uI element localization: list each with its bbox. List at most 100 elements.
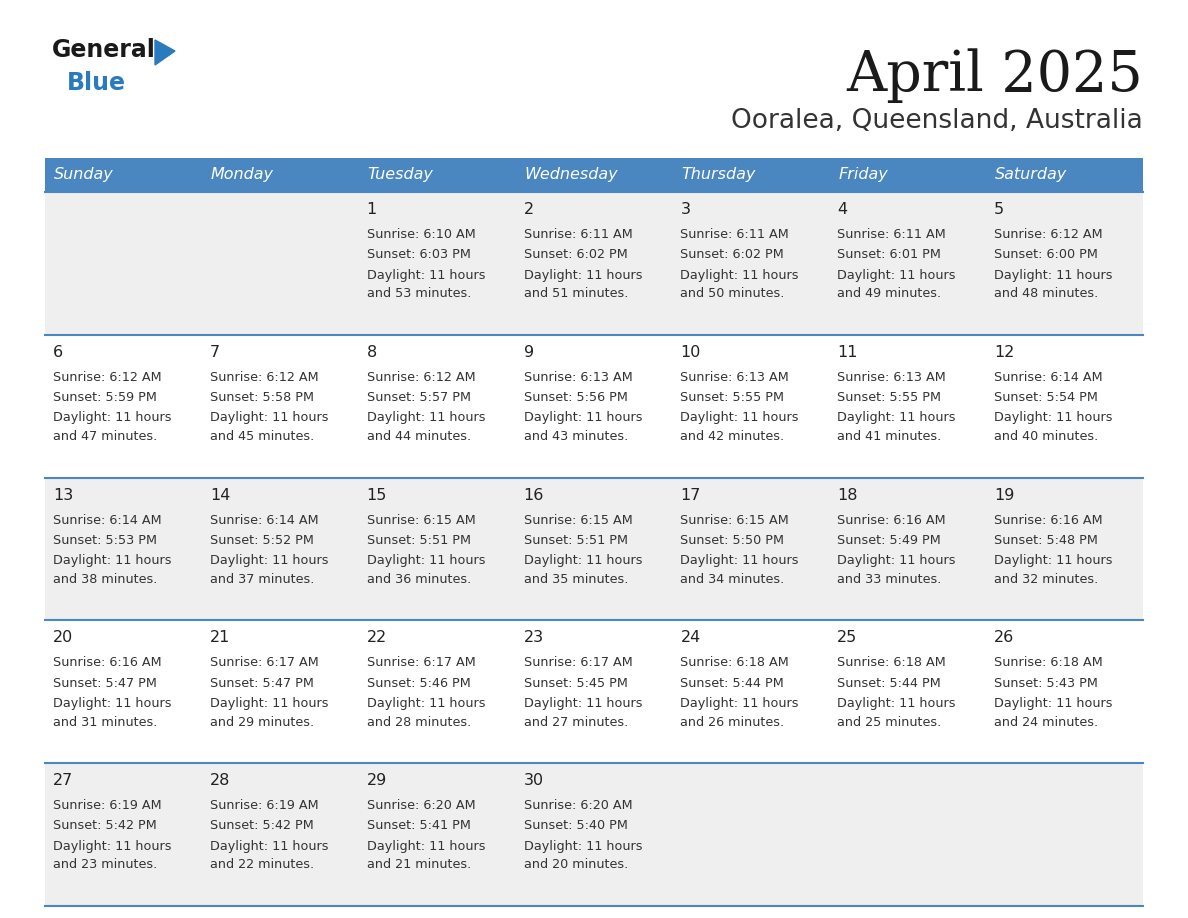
Text: Sunset: 5:55 PM: Sunset: 5:55 PM — [838, 391, 941, 404]
Text: Wednesday: Wednesday — [525, 167, 618, 183]
Text: Sunrise: 6:18 AM: Sunrise: 6:18 AM — [838, 656, 946, 669]
Text: Daylight: 11 hours: Daylight: 11 hours — [524, 840, 642, 853]
Bar — [986, 158, 1143, 192]
Text: Sunset: 5:44 PM: Sunset: 5:44 PM — [838, 677, 941, 689]
Text: 30: 30 — [524, 773, 544, 789]
Text: 15: 15 — [367, 487, 387, 502]
Text: 23: 23 — [524, 631, 544, 645]
Text: 29: 29 — [367, 773, 387, 789]
Text: Daylight: 11 hours: Daylight: 11 hours — [524, 554, 642, 567]
Text: Sunrise: 6:12 AM: Sunrise: 6:12 AM — [210, 371, 318, 384]
Text: Daylight: 11 hours: Daylight: 11 hours — [524, 411, 642, 424]
Text: Sunset: 5:46 PM: Sunset: 5:46 PM — [367, 677, 470, 689]
Text: and 22 minutes.: and 22 minutes. — [210, 858, 314, 871]
Text: Sunset: 5:40 PM: Sunset: 5:40 PM — [524, 820, 627, 833]
Bar — [45, 158, 202, 192]
Text: Sunset: 5:43 PM: Sunset: 5:43 PM — [994, 677, 1098, 689]
Text: 3: 3 — [681, 202, 690, 217]
Text: Daylight: 11 hours: Daylight: 11 hours — [524, 697, 642, 710]
Text: Sunrise: 6:19 AM: Sunrise: 6:19 AM — [53, 799, 162, 812]
Text: Daylight: 11 hours: Daylight: 11 hours — [838, 411, 956, 424]
Text: 26: 26 — [994, 631, 1015, 645]
Text: Sunrise: 6:11 AM: Sunrise: 6:11 AM — [681, 228, 789, 241]
Text: Sunrise: 6:15 AM: Sunrise: 6:15 AM — [681, 513, 789, 527]
Text: Sunset: 5:52 PM: Sunset: 5:52 PM — [210, 534, 314, 547]
Text: Sunrise: 6:14 AM: Sunrise: 6:14 AM — [210, 513, 318, 527]
Text: Daylight: 11 hours: Daylight: 11 hours — [53, 840, 171, 853]
Text: Daylight: 11 hours: Daylight: 11 hours — [681, 697, 798, 710]
Bar — [45, 621, 1143, 763]
Text: and 53 minutes.: and 53 minutes. — [367, 287, 472, 300]
Text: 6: 6 — [53, 345, 63, 360]
Text: Sunrise: 6:12 AM: Sunrise: 6:12 AM — [53, 371, 162, 384]
Text: Sunset: 5:55 PM: Sunset: 5:55 PM — [681, 391, 784, 404]
Text: Sunrise: 6:13 AM: Sunrise: 6:13 AM — [524, 371, 632, 384]
Text: Daylight: 11 hours: Daylight: 11 hours — [838, 269, 956, 282]
Text: Blue: Blue — [67, 71, 126, 95]
Text: Sunset: 5:53 PM: Sunset: 5:53 PM — [53, 534, 157, 547]
Bar — [45, 477, 1143, 621]
Text: and 21 minutes.: and 21 minutes. — [367, 858, 470, 871]
Text: Sunset: 5:48 PM: Sunset: 5:48 PM — [994, 534, 1098, 547]
Text: and 38 minutes.: and 38 minutes. — [53, 573, 157, 586]
Text: Sunset: 6:00 PM: Sunset: 6:00 PM — [994, 248, 1098, 262]
Text: Sunrise: 6:17 AM: Sunrise: 6:17 AM — [524, 656, 632, 669]
Text: Sunset: 6:02 PM: Sunset: 6:02 PM — [681, 248, 784, 262]
Text: Sunset: 5:42 PM: Sunset: 5:42 PM — [53, 820, 157, 833]
Text: Ooralea, Queensland, Australia: Ooralea, Queensland, Australia — [732, 108, 1143, 134]
Text: and 33 minutes.: and 33 minutes. — [838, 573, 942, 586]
Text: and 24 minutes.: and 24 minutes. — [994, 715, 1098, 729]
Text: and 27 minutes.: and 27 minutes. — [524, 715, 627, 729]
Text: 17: 17 — [681, 487, 701, 502]
Text: Daylight: 11 hours: Daylight: 11 hours — [367, 840, 485, 853]
Text: 13: 13 — [53, 487, 74, 502]
Text: Sunset: 5:51 PM: Sunset: 5:51 PM — [524, 534, 627, 547]
Text: 7: 7 — [210, 345, 220, 360]
Text: and 32 minutes.: and 32 minutes. — [994, 573, 1099, 586]
Text: 4: 4 — [838, 202, 847, 217]
Text: and 34 minutes.: and 34 minutes. — [681, 573, 785, 586]
Text: and 29 minutes.: and 29 minutes. — [210, 715, 314, 729]
Text: Daylight: 11 hours: Daylight: 11 hours — [210, 697, 328, 710]
Text: Sunrise: 6:17 AM: Sunrise: 6:17 AM — [210, 656, 318, 669]
Text: 11: 11 — [838, 345, 858, 360]
Text: and 47 minutes.: and 47 minutes. — [53, 430, 157, 442]
Text: 28: 28 — [210, 773, 230, 789]
Text: 1: 1 — [367, 202, 377, 217]
Text: April 2025: April 2025 — [846, 48, 1143, 103]
Text: Sunset: 5:57 PM: Sunset: 5:57 PM — [367, 391, 470, 404]
Text: 18: 18 — [838, 487, 858, 502]
Text: Sunrise: 6:16 AM: Sunrise: 6:16 AM — [53, 656, 162, 669]
Text: Thursday: Thursday — [682, 167, 756, 183]
Text: Daylight: 11 hours: Daylight: 11 hours — [367, 411, 485, 424]
Text: Sunrise: 6:18 AM: Sunrise: 6:18 AM — [681, 656, 789, 669]
Text: Daylight: 11 hours: Daylight: 11 hours — [210, 554, 328, 567]
Bar — [45, 335, 1143, 477]
Text: Daylight: 11 hours: Daylight: 11 hours — [53, 554, 171, 567]
Text: Daylight: 11 hours: Daylight: 11 hours — [994, 411, 1113, 424]
Text: Sunset: 5:45 PM: Sunset: 5:45 PM — [524, 677, 627, 689]
Text: Daylight: 11 hours: Daylight: 11 hours — [53, 697, 171, 710]
Text: Sunrise: 6:16 AM: Sunrise: 6:16 AM — [994, 513, 1102, 527]
Text: Sunrise: 6:11 AM: Sunrise: 6:11 AM — [838, 228, 946, 241]
Text: Sunrise: 6:14 AM: Sunrise: 6:14 AM — [53, 513, 162, 527]
Text: Sunrise: 6:17 AM: Sunrise: 6:17 AM — [367, 656, 475, 669]
Text: Sunset: 6:01 PM: Sunset: 6:01 PM — [838, 248, 941, 262]
Text: General: General — [52, 38, 156, 62]
Text: Sunrise: 6:10 AM: Sunrise: 6:10 AM — [367, 228, 475, 241]
Text: Daylight: 11 hours: Daylight: 11 hours — [838, 554, 956, 567]
Bar — [829, 158, 986, 192]
Text: 12: 12 — [994, 345, 1015, 360]
Text: Daylight: 11 hours: Daylight: 11 hours — [994, 697, 1113, 710]
Text: Sunset: 5:56 PM: Sunset: 5:56 PM — [524, 391, 627, 404]
Text: Sunrise: 6:15 AM: Sunrise: 6:15 AM — [524, 513, 632, 527]
Text: 9: 9 — [524, 345, 533, 360]
Text: Sunrise: 6:20 AM: Sunrise: 6:20 AM — [524, 799, 632, 812]
Text: Daylight: 11 hours: Daylight: 11 hours — [994, 269, 1113, 282]
Text: and 25 minutes.: and 25 minutes. — [838, 715, 942, 729]
Text: Sunset: 5:44 PM: Sunset: 5:44 PM — [681, 677, 784, 689]
Text: 22: 22 — [367, 631, 387, 645]
Polygon shape — [154, 40, 175, 65]
Text: and 28 minutes.: and 28 minutes. — [367, 715, 470, 729]
Bar — [359, 158, 516, 192]
